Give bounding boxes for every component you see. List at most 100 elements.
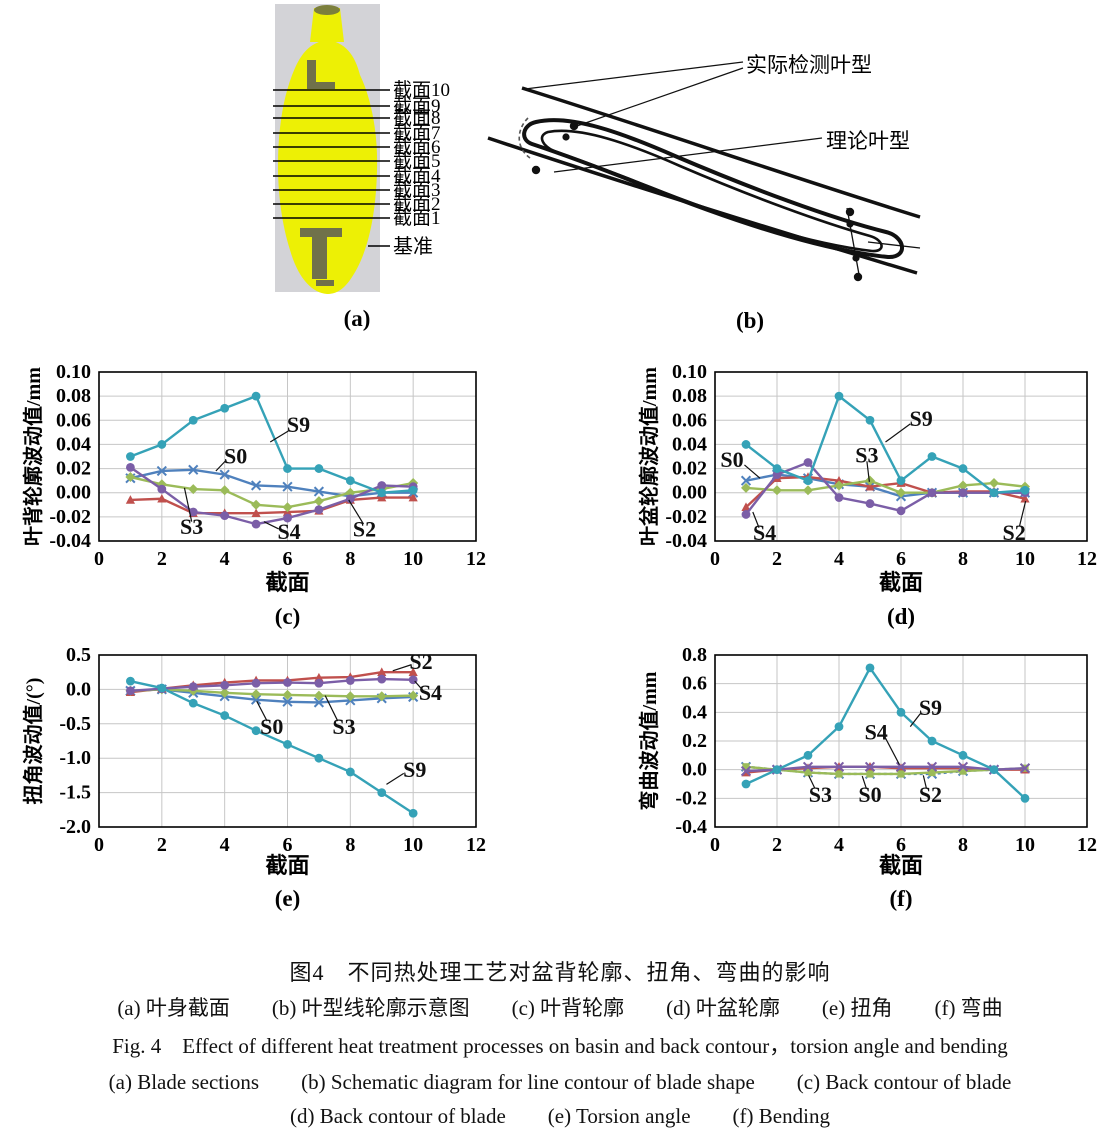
marker [188, 682, 198, 692]
series-label-leader-S9 [269, 430, 289, 443]
marker [772, 470, 782, 480]
marker [313, 697, 325, 708]
y-tick-label: 0.2 [682, 730, 707, 752]
plot-frame [98, 654, 477, 828]
x-tick-label: 8 [345, 548, 355, 570]
marker [772, 765, 782, 775]
measure-dot [569, 121, 579, 131]
marker [803, 485, 813, 496]
series-label-S3: S3 [180, 514, 203, 539]
marker [314, 672, 324, 682]
deviation-dashed-arc [518, 117, 531, 159]
series-line-S3 [745, 765, 1026, 776]
marker [282, 502, 293, 513]
marker [1019, 763, 1031, 774]
x-tick-label: 2 [772, 834, 782, 856]
y-tick-label: 0.00 [56, 482, 91, 504]
marker [833, 761, 845, 772]
x-tick-label: 10 [1015, 548, 1035, 570]
series-label-leader-S0 [256, 700, 268, 722]
x-tick-label: 2 [772, 548, 782, 570]
marker [313, 690, 324, 701]
marker [345, 676, 355, 685]
marker [282, 481, 293, 492]
marker [126, 676, 135, 686]
marker [959, 767, 967, 775]
marker [251, 689, 262, 700]
series-label-S2: S2 [353, 517, 376, 542]
y-tick-label: 0.04 [672, 433, 707, 455]
x-axis-title: 截面 [879, 570, 923, 595]
marker [219, 687, 230, 698]
marker [1020, 485, 1030, 495]
y-tick-label: 0.02 [672, 458, 707, 480]
x-tick-label: 2 [157, 548, 167, 570]
marker [125, 495, 136, 504]
x-tick-label: 10 [403, 548, 423, 570]
y-tick-label: 0.0 [66, 678, 91, 700]
marker [408, 690, 419, 701]
series-label-S4: S4 [865, 719, 888, 744]
x-tick-label: 0 [94, 834, 104, 856]
section-line-label: 截面2 [393, 193, 441, 215]
y-tick-label: 0.0 [682, 759, 707, 781]
chart-back-contour: 0 2 4 6 8 10 12 0.100.080.060.04 0.020.00-0.02-0… [21, 361, 486, 629]
upper-section-curve [521, 86, 921, 219]
marker [408, 808, 418, 818]
marker [989, 765, 999, 775]
measure-dot [562, 133, 570, 141]
series-label-S3: S3 [809, 782, 832, 807]
series-S9 [741, 391, 1030, 498]
y-tick-label: 0.4 [682, 701, 707, 723]
y-tick-label: 0.06 [56, 409, 91, 431]
x-axis-title: 截面 [265, 853, 309, 878]
marker [865, 499, 875, 508]
y-tick-label: -1.0 [59, 747, 91, 769]
series-label-S3: S3 [332, 714, 355, 739]
series-S9 [126, 391, 418, 498]
series-label-leader-S9 [885, 423, 911, 443]
plot-frame [714, 371, 1088, 542]
series-label-leader-S4 [884, 737, 900, 765]
marker [283, 464, 292, 473]
caption-cn-title: 图4 不同热处理工艺对盆背轮廓、扭角、弯曲的影响 [289, 960, 831, 985]
marker [220, 403, 230, 413]
x-axis-title: 截面 [879, 853, 923, 878]
x-tick-label: 6 [283, 548, 293, 570]
measure-dot [853, 272, 863, 282]
x-tick-label: 12 [1077, 834, 1097, 856]
series-S4 [741, 458, 1030, 519]
marker [314, 464, 324, 473]
x-tick-label: 8 [958, 548, 968, 570]
series-label-S0: S0 [224, 444, 247, 469]
section-line-label: 截面6 [393, 136, 441, 158]
series-S3 [125, 472, 419, 513]
marker [188, 464, 199, 475]
marker [865, 415, 875, 425]
series-label-S0: S0 [720, 447, 743, 472]
series-label-leader-S0 [215, 459, 227, 472]
marker [188, 484, 199, 495]
marker [740, 475, 752, 486]
theoretical-profile-outline [540, 129, 883, 253]
marker [314, 678, 324, 688]
marker [251, 519, 261, 529]
marker [897, 770, 905, 778]
marker [741, 510, 751, 519]
marker [376, 691, 387, 702]
chart-basin-contour: 0 2 4 6 8 10 12 0.100.080.060.04 0.020.00-0.02-0… [637, 361, 1097, 629]
y-tick-label: -0.02 [49, 506, 91, 528]
y-tick-label: -0.4 [675, 816, 707, 838]
marker [314, 753, 324, 763]
marker [251, 678, 261, 688]
caption-en-subpanels-2: (d) Back contour of blade (e) Torsion an… [290, 1104, 830, 1128]
series-line-S4 [745, 765, 1026, 773]
chart-caption-f: (f) [890, 886, 913, 911]
marker [283, 513, 292, 523]
x-tick-label: 12 [466, 834, 486, 856]
series-label-S9: S9 [403, 757, 426, 782]
series-line-S2 [130, 496, 414, 515]
marker [802, 761, 814, 772]
blade-mark-bottom-bar [300, 228, 342, 237]
